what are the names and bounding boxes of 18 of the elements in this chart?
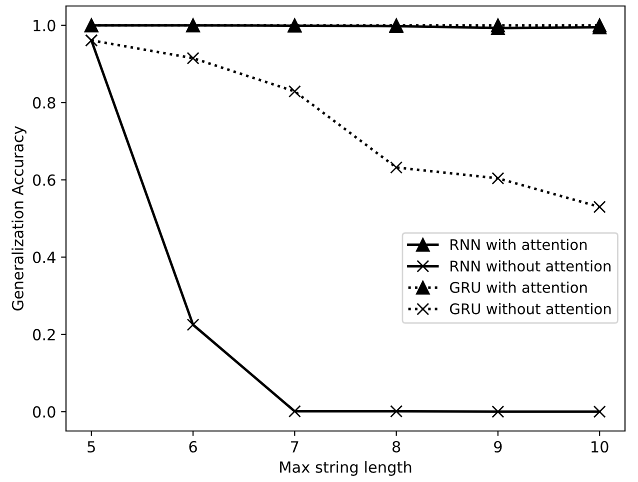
x-tick-label: 10 bbox=[592, 440, 608, 453]
x-tick-label: 5 bbox=[88, 441, 95, 453]
legend-label: RNN with attention bbox=[450, 238, 587, 250]
y-tick-label: 0.4 bbox=[32, 252, 56, 264]
y-axis-title: Generalization Accuracy bbox=[12, 126, 26, 310]
y-tick-label: 0.2 bbox=[32, 328, 55, 340]
x-tick-label: 8 bbox=[392, 440, 400, 453]
legend-label: RNN without attention bbox=[450, 260, 610, 272]
legend-label: GRU without attention bbox=[450, 303, 611, 314]
y-tick-label: 0.0 bbox=[32, 406, 56, 418]
x-tick-label: 6 bbox=[189, 440, 197, 453]
legend-label: GRU with attention bbox=[450, 282, 587, 293]
x-axis-title: Max string length bbox=[280, 461, 412, 476]
y-tick-label: 1.0 bbox=[34, 20, 56, 32]
y-tick-label: 0.6 bbox=[32, 174, 56, 186]
y-tick-label: 0.8 bbox=[32, 97, 56, 109]
x-tick-label: 9 bbox=[494, 440, 502, 453]
x-tick-label: 7 bbox=[291, 441, 298, 452]
